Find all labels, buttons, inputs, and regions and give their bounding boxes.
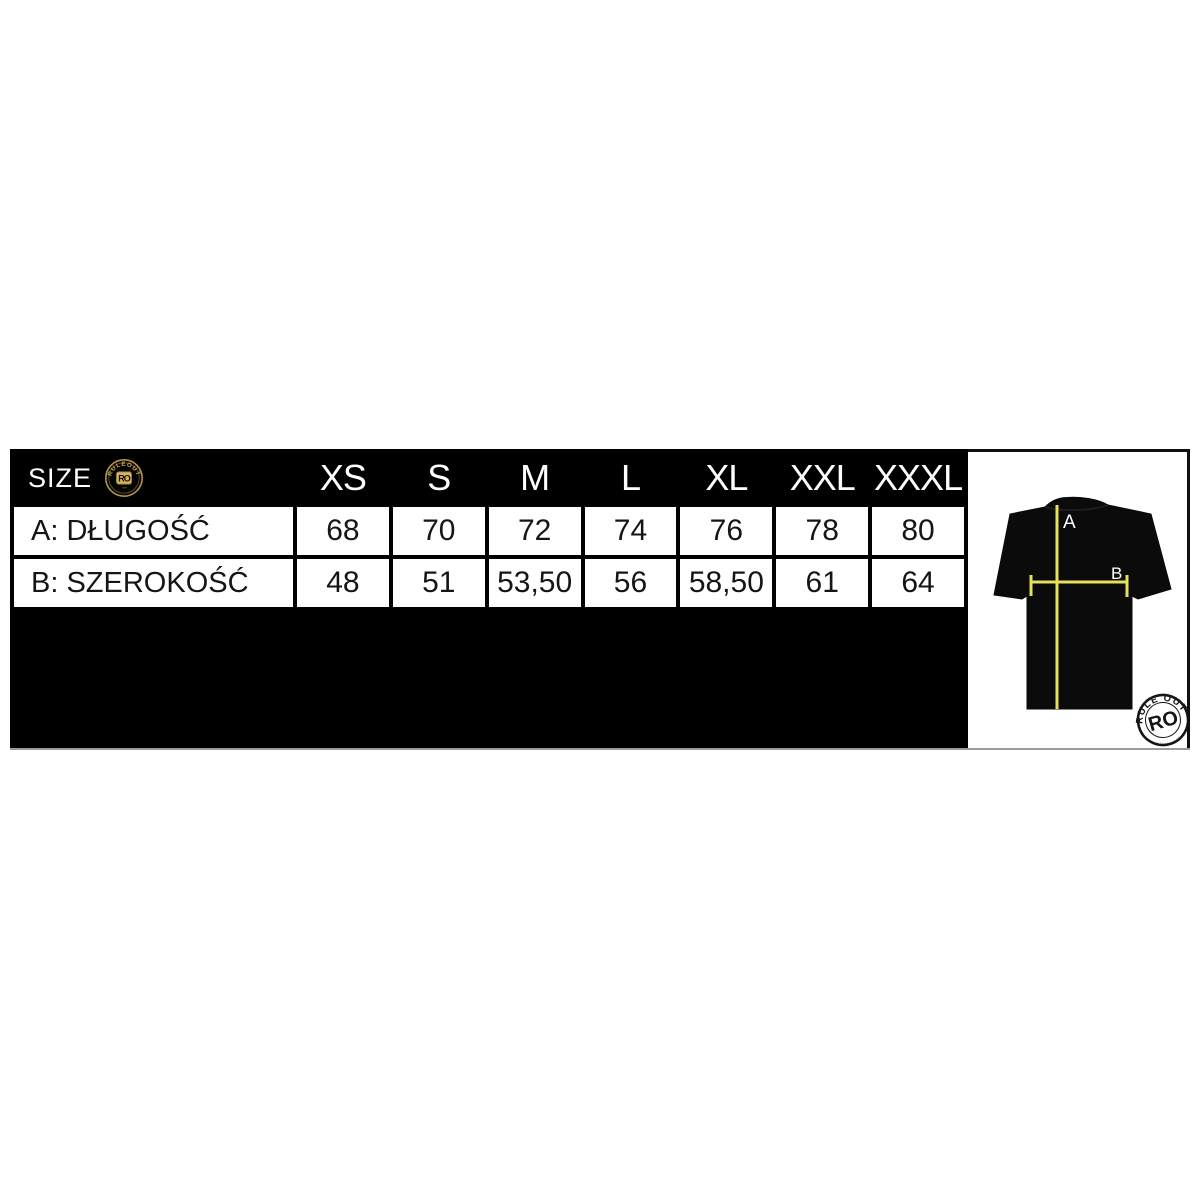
cell-width-m: 53,50 — [488, 559, 581, 607]
label-a: A — [1063, 512, 1076, 533]
label-b: B — [1111, 564, 1122, 583]
col-header-xs: XS — [297, 453, 389, 503]
cell-length-l: 74 — [584, 507, 677, 555]
table-black-filler — [14, 607, 964, 744]
cell-length-xxxl: 80 — [872, 507, 964, 555]
col-header-m: M — [488, 453, 581, 503]
cell-width-xl: 58,50 — [680, 559, 773, 607]
cell-width-l: 56 — [584, 559, 677, 607]
cell-length-xl: 76 — [680, 507, 773, 555]
col-header-xl: XL — [680, 453, 773, 503]
tshirt-measurement-diagram: A B RULE OUT RO ·········· — [993, 496, 1187, 748]
table-header-row: SIZE RULEOUT RO ·········· — [14, 453, 964, 503]
collar-line — [1044, 504, 1109, 512]
tshirt-diagram-panel: A B RULE OUT RO ·········· — [968, 449, 1190, 748]
gold-badge-fine-print: ·········· — [122, 485, 128, 490]
cell-length-s: 70 — [392, 507, 485, 555]
col-header-s: S — [392, 453, 485, 503]
ruleout-stamp-icon: RULE OUT RO ·········· — [1128, 686, 1187, 748]
cell-length-xxl: 78 — [776, 507, 869, 555]
cell-length-m: 72 — [488, 507, 581, 555]
size-label: SIZE — [28, 462, 93, 493]
size-header-cell: SIZE RULEOUT RO ·········· — [14, 453, 293, 503]
row-label-width: B: SZEROKOŚĆ — [14, 559, 293, 607]
tshirt-silhouette — [993, 496, 1172, 710]
size-chart-sheet: SIZE RULEOUT RO ·········· — [10, 449, 1190, 750]
gold-badge-monogram: RO — [118, 473, 130, 483]
col-header-xxl: XXL — [776, 453, 869, 503]
table-row-length: A: DŁUGOŚĆ 68 70 72 74 76 78 80 — [14, 507, 964, 555]
col-header-l: L — [584, 453, 677, 503]
ruleout-gold-badge-icon: RULEOUT RO ·········· — [105, 458, 144, 498]
col-header-xxxl: XXXL — [872, 453, 964, 503]
size-table: SIZE RULEOUT RO ·········· — [10, 449, 968, 748]
cell-width-xxl: 61 — [776, 559, 869, 607]
svg-text:··········: ·········· — [122, 485, 127, 490]
cell-width-xs: 48 — [297, 559, 389, 607]
row-label-length: A: DŁUGOŚĆ — [14, 507, 293, 555]
cell-width-s: 51 — [392, 559, 485, 607]
cell-length-xs: 68 — [297, 507, 389, 555]
cell-width-xxxl: 64 — [872, 559, 964, 607]
table-row-width: B: SZEROKOŚĆ 48 51 53,50 56 58,50 61 64 — [14, 559, 964, 607]
